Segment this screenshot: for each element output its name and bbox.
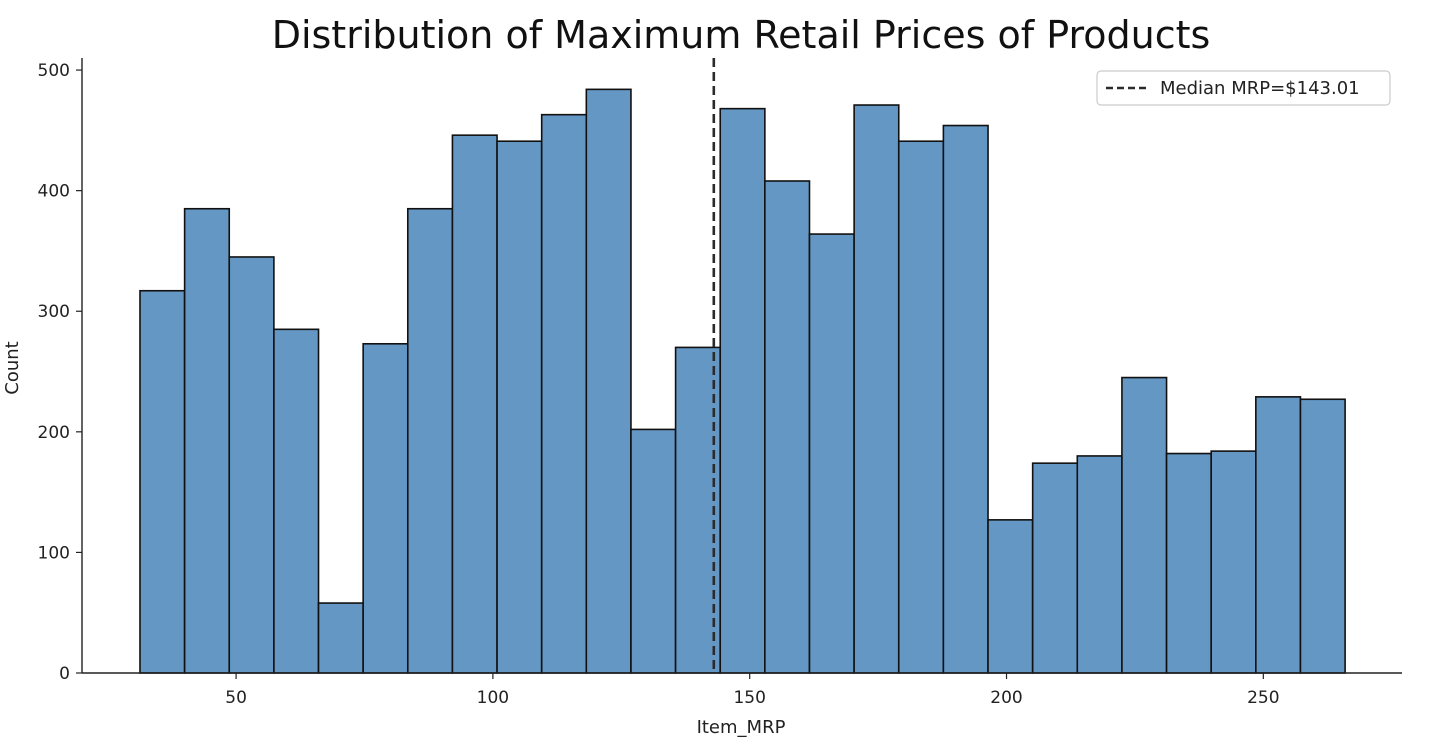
histogram-bar [1165, 452, 1212, 674]
histogram-bar [987, 519, 1034, 674]
histogram-bar [897, 140, 945, 674]
bars-group [139, 88, 1346, 674]
x-tick-label: 50 [225, 688, 247, 708]
histogram-bar [585, 88, 632, 674]
histogram-bar [496, 140, 543, 674]
x-tick-label: 150 [733, 688, 765, 708]
histogram-bar [273, 328, 320, 674]
histogram-bar [808, 233, 855, 674]
axes-group: 50 100 150 200 250 0 100 200 300 400 500 [38, 58, 1402, 708]
histogram-bar [540, 113, 588, 674]
histogram-bar [183, 207, 231, 674]
x-tick-label: 250 [1247, 688, 1279, 708]
chart-title: Distribution of Maximum Retail Prices of… [272, 13, 1211, 57]
y-tick-label: 400 [38, 182, 70, 202]
y-tick-label: 500 [38, 61, 70, 81]
histogram-bar [1076, 455, 1123, 674]
histogram-bar [317, 602, 364, 674]
x-tick-label: 100 [477, 688, 509, 708]
legend-median-label: Median MRP=$143.01 [1160, 78, 1360, 99]
histogram-bar [1299, 398, 1346, 674]
histogram-bar [139, 289, 186, 674]
histogram-bar [853, 104, 900, 674]
histogram-bar [1255, 396, 1302, 674]
legend: Median MRP=$143.01 [1096, 70, 1391, 106]
histogram-bar [719, 107, 766, 674]
y-tick-label: 200 [38, 423, 70, 443]
histogram-bar [362, 342, 409, 674]
histogram-bar [764, 180, 811, 674]
histogram-bar [1121, 376, 1168, 674]
histogram-bar [630, 428, 677, 674]
histogram-bar [228, 256, 275, 674]
legend-box [1096, 70, 1391, 106]
histogram-bar [942, 124, 989, 674]
histogram-bar [1210, 450, 1257, 674]
y-tick-label: 100 [38, 543, 70, 563]
x-tick-label: 200 [990, 688, 1022, 708]
y-tick-label: 300 [38, 302, 70, 322]
y-tick-label: 0 [59, 664, 70, 684]
x-axis-label: Item_MRP [697, 717, 786, 738]
histogram-bar [406, 207, 454, 674]
histogram-bar [1031, 462, 1079, 674]
histogram-bar [451, 134, 498, 674]
y-axis-label: Count [2, 341, 23, 394]
